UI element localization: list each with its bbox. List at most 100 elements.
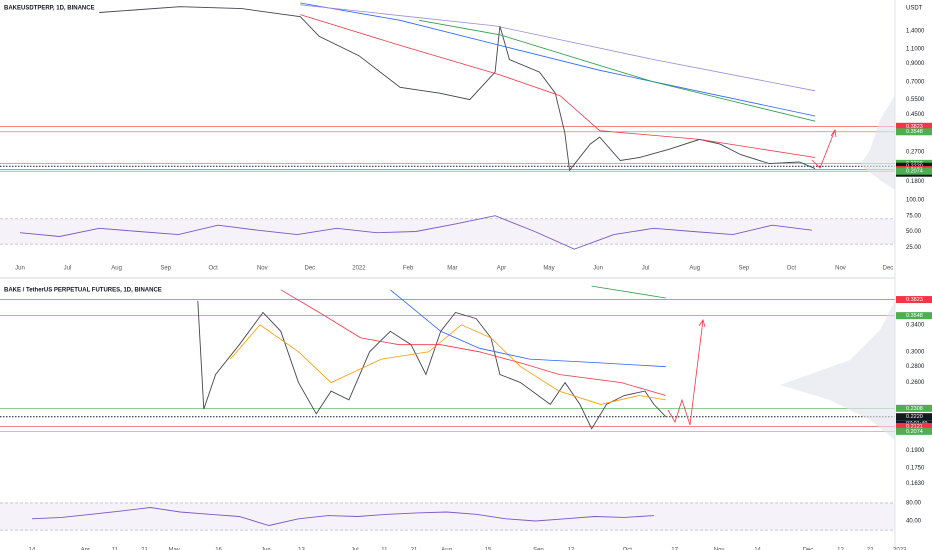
y-tick-label: 100.00 [906,197,925,203]
y-tick-label: 80.00 [906,501,922,507]
series-line [390,289,666,368]
y-tick-label: 40.00 [906,519,922,525]
annotation-arrows [667,128,837,426]
series-line [19,215,812,250]
plot-area: BAKEUSDTPERP, 1D, BINANCE BAKE / TetherUS… [0,2,895,531]
y-tick-label: 0.7000 [906,79,925,85]
price-label: 0.3823 [906,297,923,303]
arrow [811,129,836,169]
x-tick-label: Sep [160,266,171,272]
y-tick-label: 25.00 [906,245,922,251]
x-tick-label: May [168,548,179,550]
x-tick-label: Aug [689,266,700,272]
series-line [300,4,816,92]
x-tick-label: 11 [112,548,119,550]
x-tick-label: 17 [671,548,678,550]
series-line [280,289,666,396]
x-tick-label: 21 [411,548,418,550]
price-label-box [896,122,932,130]
y-tick-label: 0.2700 [906,149,925,155]
price-label-box [896,427,932,435]
x-tick-label: 2023 [893,548,907,550]
x-tick-label: Sep [738,266,749,272]
x-tick-label: May [543,266,554,272]
y-tick-label: 0.1630 [906,481,925,487]
y-tick-label: 0.4500 [906,112,925,118]
axis-column [895,0,932,550]
x-tick-label: Jul [351,548,359,550]
price-label: 0.2121 [906,424,923,430]
price-label-box [896,404,932,412]
x-tick-label: 14 [754,548,761,550]
x-tick-label: Mar [447,266,457,272]
y-tick-label: 75.00 [906,213,922,219]
x-tick-label: Oct [623,548,633,550]
x-tick-label: 21 [141,548,148,550]
x-tick-label: Feb [403,266,414,272]
series-line [230,324,666,405]
price-label-box [896,296,932,304]
y-tick-label: 0.3000 [906,349,925,355]
series-line [99,6,816,172]
x-tick-label: Nov [835,266,846,272]
x-tick-label: Nov [257,266,268,272]
y-tick-label: 1.4000 [906,29,925,35]
y-tick-label: 0.2800 [906,364,925,370]
series-line [300,2,816,117]
x-tick-label: 2022 [352,266,366,272]
x-tick-label: 22 [867,548,874,550]
series-line [300,14,816,158]
price-label-box [896,423,932,431]
series-line [419,19,816,122]
y-tick-label: 0.1750 [906,466,925,472]
x-tick-label: 13 [298,548,305,550]
rsi-band [0,502,895,531]
y-tick-label: 0.1800 [906,179,925,185]
arrow-head [698,319,706,328]
y-tick-label: 0.5500 [906,97,925,103]
x-tick-label: Apr [81,548,90,550]
volume-profile [780,300,895,440]
x-tick-label: Sep [533,548,544,550]
x-tick-label: Oct [787,266,797,272]
x-tick-label: Dec [803,548,814,550]
series-line [591,285,666,299]
x-tick-label: Jul [64,266,72,272]
x-tick-label: 16 [215,548,222,550]
price-label: 0.3548 [906,313,923,319]
price-label-box [896,128,932,136]
x-tick-label: 14 [29,548,36,550]
x-tick-label: 15 [485,548,492,550]
price-label: 0.3823 [906,124,923,130]
price-label: 0.2308 [906,406,923,412]
price-label-box [896,312,932,320]
y-tick-label: 0.2600 [906,380,925,386]
arrow-head [830,128,837,138]
series-line [31,507,654,526]
y-tick-label: 50.00 [906,229,922,235]
x-tick-label: Apr [497,266,506,272]
x-tick-label: Oct [209,266,219,272]
chart-title: BAKE / TetherUS PERPETUAL FUTURES, 1D, B… [4,288,162,294]
arrow [667,319,704,426]
y-tick-label: 0.9000 [906,61,925,67]
price-label: 0.2074 [906,169,923,175]
price-label: 0.2074 [906,429,923,435]
x-tick-label: Jun [593,266,603,272]
axis-unit: USDT [906,6,923,12]
volume-profile [860,10,905,190]
y-tick-label: 0.3400 [906,322,925,328]
x-tick-label: Dec [883,266,894,272]
x-tick-label: 12 [568,548,575,550]
y-tick-label: 1.1000 [906,46,925,52]
x-tick-label: Aug [111,266,122,272]
x-tick-label: 12 [837,548,844,550]
y-tick-label: 0.1900 [906,448,925,454]
x-tick-label: Aug [441,548,452,550]
price-label-box [896,413,932,421]
chart-title: BAKEUSDTPERP, 1D, BINANCE [4,6,95,12]
x-tick-label: Dec [304,266,315,272]
x-tick-label: Jun [15,266,25,272]
